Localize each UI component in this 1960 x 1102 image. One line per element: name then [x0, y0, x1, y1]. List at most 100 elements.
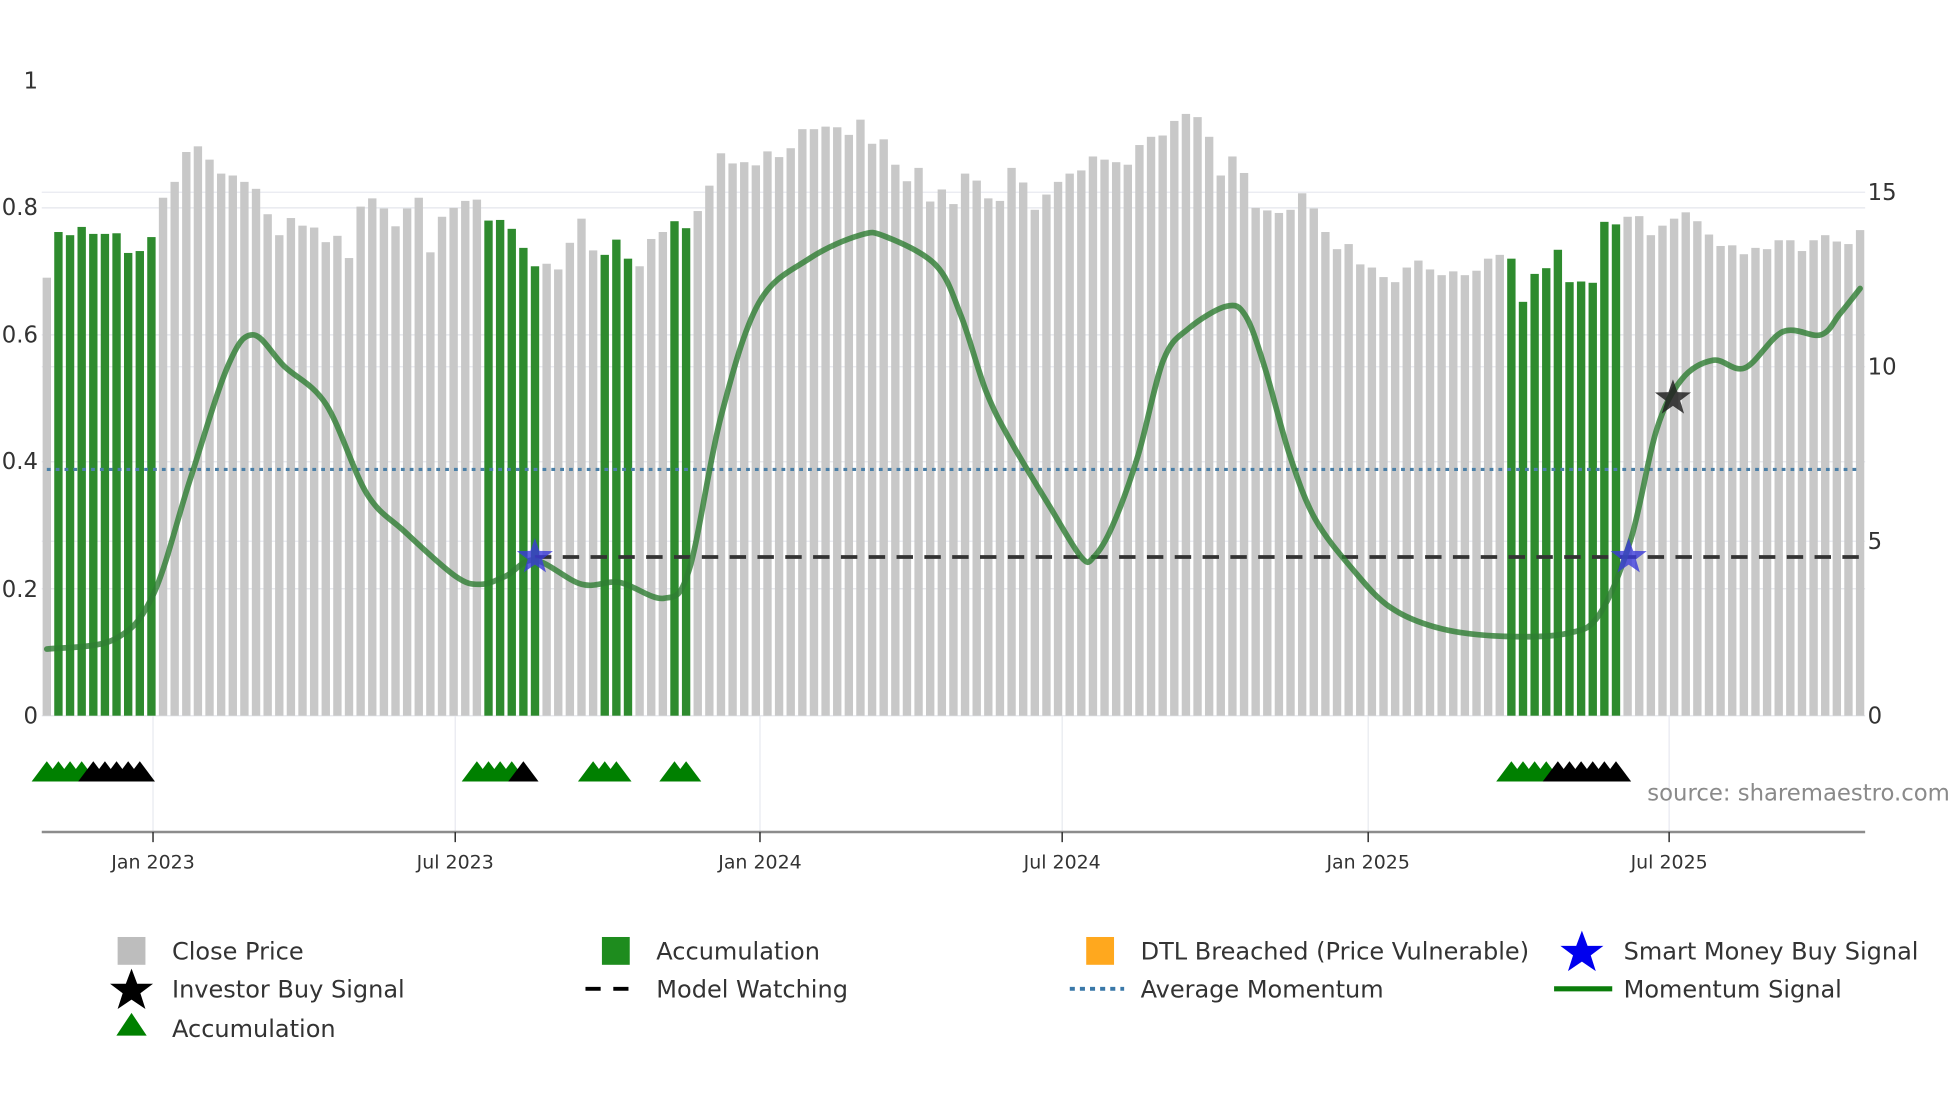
close-price-bar [1390, 282, 1400, 716]
left-tick-label: 0 [23, 703, 37, 729]
legend-item-accumulation-bar[interactable]: Accumulation [601, 936, 820, 966]
black-star-icon [110, 968, 154, 1010]
green-triangle-icon [601, 761, 632, 782]
close-price-bar [1623, 216, 1632, 716]
right-axis: 0 5 10 15 [1868, 180, 1897, 729]
close-price-bar [368, 198, 377, 716]
close-price-bar [833, 127, 842, 716]
close-price-bar [1251, 207, 1260, 716]
close-price-bar [1658, 225, 1667, 716]
close-price-bar [286, 218, 296, 716]
accumulation-bar [519, 247, 528, 716]
x-axis: Jan 2023 Jul 2023 Jan 2024 Jul 2024 Jan … [110, 832, 1708, 874]
close-price-bar [1193, 117, 1202, 716]
left-tick-label: 0.6 [2, 323, 38, 349]
close-price-bar [554, 269, 563, 716]
smart-money-star-icon [516, 538, 553, 573]
x-tick-label: Jul 2025 [1630, 852, 1708, 874]
accumulation-bar [484, 220, 493, 716]
close-price-bar [1786, 240, 1795, 716]
accumulation-bar [77, 226, 86, 716]
right-tick-label: 15 [1868, 180, 1897, 206]
accumulation-bar [1530, 273, 1539, 716]
close-price-bar [1309, 208, 1318, 716]
close-price-bar [1297, 193, 1307, 716]
close-price-bar [42, 277, 51, 716]
close-price-bar [1239, 172, 1249, 716]
x-tick-label: Jan 2023 [110, 852, 194, 874]
close-price-bar [1274, 212, 1284, 716]
close-price-bar [1181, 113, 1191, 716]
close-price-bar [1111, 162, 1121, 716]
accumulation-bar [670, 221, 679, 716]
close-price-bar [1065, 173, 1074, 716]
accumulation-bar [1542, 268, 1551, 716]
legend-item-average-momentum[interactable]: Average Momentum [1069, 976, 1384, 1004]
x-tick-label: Jul 2023 [416, 852, 494, 874]
legend-item-dtl-breached[interactable]: DTL Breached (Price Vulnerable) [1086, 936, 1529, 966]
accumulation-bar [1588, 282, 1597, 716]
close-price-bar [821, 126, 830, 716]
accumulation-bar [112, 233, 121, 716]
close-price-bar [588, 250, 598, 716]
close-price-bar [251, 188, 261, 716]
close-price-bar [1844, 244, 1853, 716]
close-price-bar [809, 129, 819, 716]
close-price-bar [1832, 241, 1842, 716]
close-price-bar [1762, 249, 1772, 716]
green-triangle-icon [670, 761, 702, 782]
close-price-bar [1646, 235, 1656, 716]
close-price-bar [565, 242, 575, 716]
close-price-bar [1088, 156, 1098, 716]
legend-item-accumulation-triangle[interactable]: Accumulation [116, 1012, 336, 1043]
close-price-bar [1425, 269, 1435, 716]
close-price-bar [472, 199, 482, 716]
right-tick-label: 10 [1868, 354, 1897, 380]
legend-item-momentum-signal[interactable]: Momentum Signal [1554, 976, 1842, 1004]
close-price-bar [763, 151, 772, 716]
x-tick-label: Jan 2024 [717, 852, 801, 874]
close-price-bars [42, 113, 1865, 716]
close-price-bar [844, 134, 854, 716]
close-price-bar [1356, 264, 1365, 716]
close-price-bar [1263, 210, 1272, 716]
legend-label: Average Momentum [1141, 976, 1384, 1004]
close-price-bar [1367, 267, 1377, 716]
legend-item-smart-money-buy[interactable]: Smart Money Buy Signal [1560, 930, 1918, 972]
close-price-bar [240, 181, 249, 716]
close-price-bar [1437, 275, 1446, 716]
smart-money-star-icon [1610, 538, 1647, 573]
left-tick-label: 0.8 [2, 195, 38, 221]
close-price-bar [635, 266, 644, 716]
close-price-bar [356, 206, 365, 716]
accumulation-bar [123, 252, 133, 716]
close-price-bar [984, 198, 993, 716]
close-price-bar [960, 173, 970, 716]
close-price-bar [228, 175, 237, 716]
close-price-bar [577, 218, 586, 716]
black-triangle-icon [508, 761, 539, 782]
close-price-bar [216, 173, 226, 716]
close-price-bar [1053, 181, 1063, 716]
close-price-bar [798, 129, 807, 716]
close-price-bar [193, 146, 203, 716]
close-price-bar [740, 162, 749, 716]
signal-stars [516, 379, 1691, 573]
accumulation-bar [530, 266, 540, 716]
close-price-bar [391, 226, 400, 716]
close-price-bar [1716, 245, 1725, 716]
close-price-bar [1332, 249, 1342, 716]
green-triangle-icon [116, 1012, 147, 1036]
legend-label: Close Price [172, 938, 304, 966]
accumulation-swatch [601, 936, 630, 965]
momentum-signal-line [43, 229, 1863, 652]
legend-item-investor-buy[interactable]: Investor Buy Signal [110, 968, 405, 1010]
investor-star-icon [1654, 379, 1691, 414]
close-price-bar [879, 139, 888, 716]
accumulation-bar [147, 237, 156, 716]
close-price-bar [1728, 245, 1737, 716]
legend-item-model-watching[interactable]: Model Watching [585, 976, 848, 1004]
legend-item-close-price[interactable]: Close Price [117, 936, 304, 966]
accumulation-bar [1565, 282, 1574, 716]
